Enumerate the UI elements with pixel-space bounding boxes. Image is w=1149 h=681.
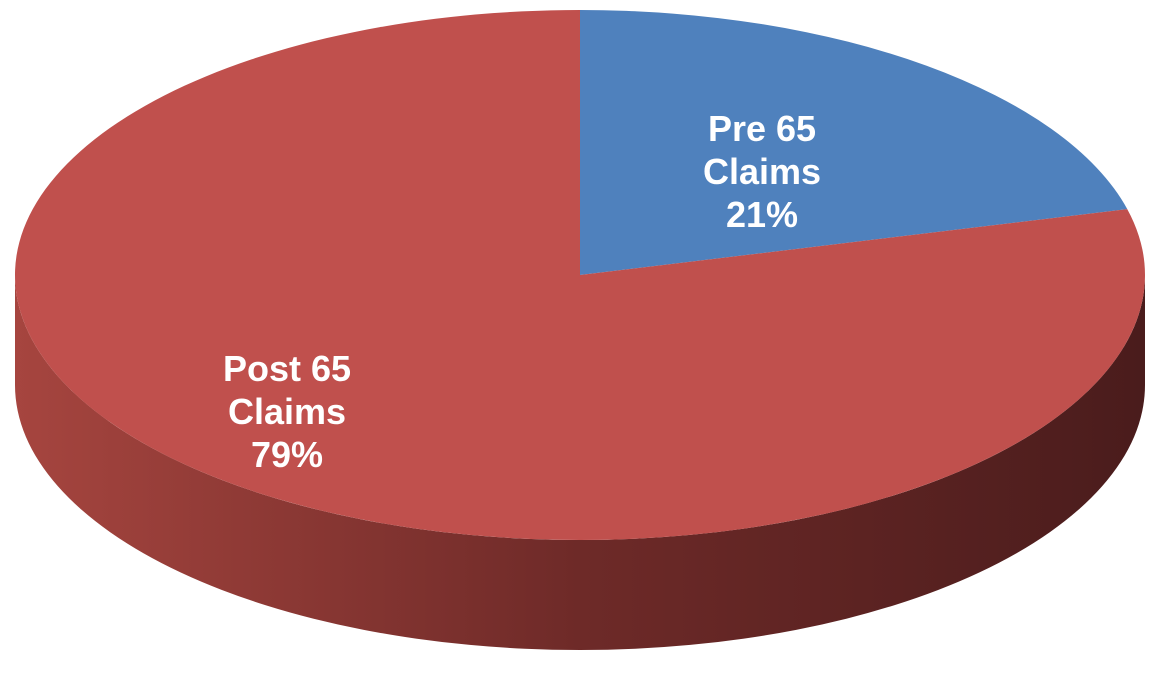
slice: [14, 10, 1145, 540]
label-category: Pre 65 Claims: [702, 108, 822, 193]
label-value: 79%: [250, 434, 324, 476]
label-category: Post 65 Claims: [222, 348, 352, 433]
data-label: Post 65 Claims 79%: [197, 347, 377, 477]
label-value: 21%: [725, 194, 799, 236]
slice-side: [15, 275, 1145, 650]
data-label: Pre 65 Claims 21%: [672, 107, 852, 237]
slice: [580, 10, 1128, 275]
